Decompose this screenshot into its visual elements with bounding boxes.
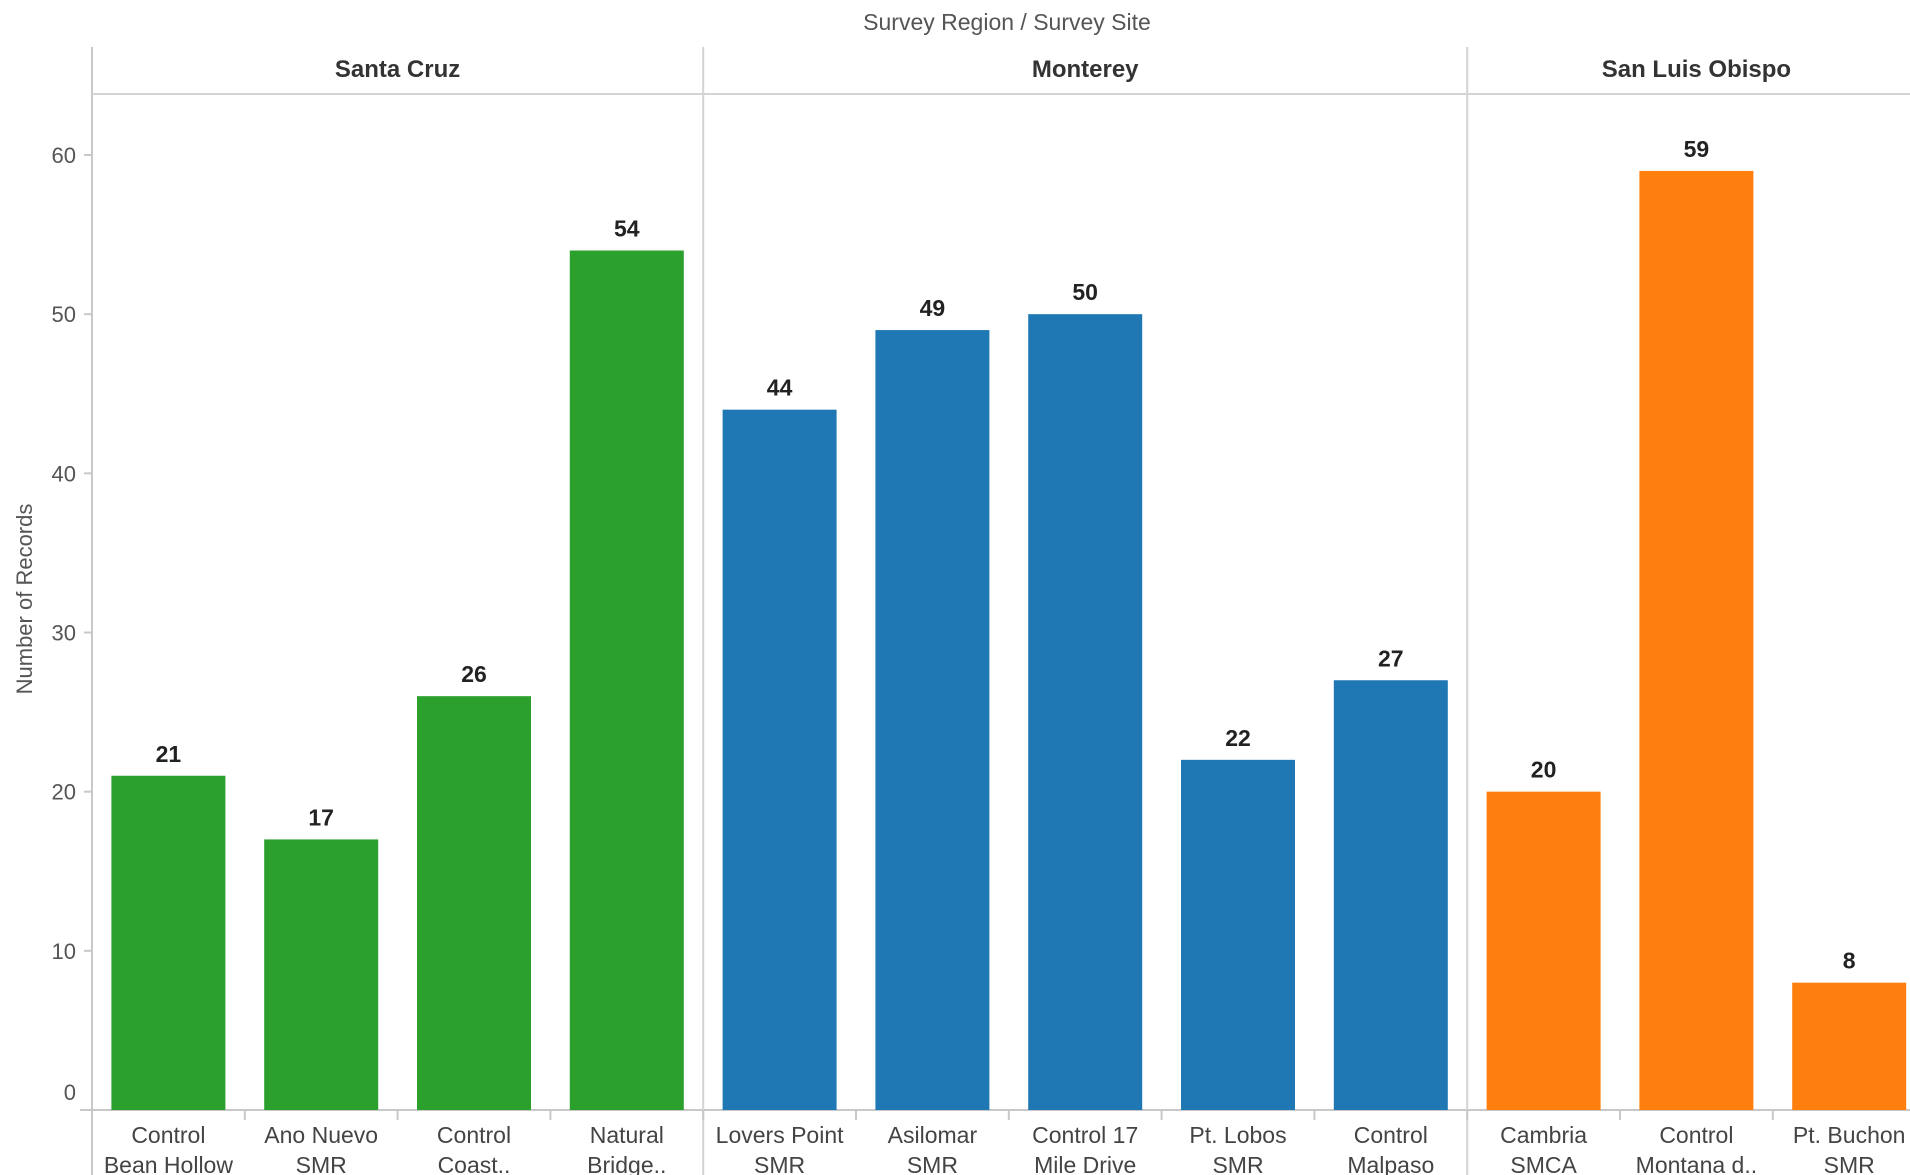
category-label: SMCA: [1510, 1152, 1577, 1175]
bar: [264, 839, 379, 1110]
category-label: Asilomar: [888, 1122, 978, 1148]
category-label: Cambria: [1500, 1122, 1587, 1148]
value-label: 54: [614, 216, 640, 242]
category-label: SMR: [907, 1152, 958, 1175]
category-label: SMR: [1824, 1152, 1875, 1175]
y-tick-label: 20: [52, 780, 76, 805]
chart-title: Survey Region / Survey Site: [863, 9, 1151, 35]
bar: [111, 775, 226, 1110]
group-header-label: Santa Cruz: [335, 56, 460, 83]
category-label: SMR: [754, 1152, 805, 1175]
y-tick-label: 0: [64, 1080, 76, 1105]
bar: [1792, 982, 1907, 1110]
category-label: Control 17: [1032, 1122, 1138, 1148]
category-label: Malpaso: [1347, 1152, 1434, 1175]
y-tick-label: 30: [52, 621, 76, 646]
value-label: 50: [1072, 279, 1098, 305]
value-label: 20: [1531, 757, 1557, 783]
category-label: Montana d..: [1636, 1152, 1757, 1175]
category-label: Control: [1354, 1122, 1428, 1148]
label-layer: 21 Control Bean Hollow 17 Ano Nuevo SMR 26 Cont…: [104, 136, 1906, 1175]
axis-layer: 0 10 20 30 40 50 60: [52, 47, 1910, 1175]
value-label: 17: [308, 804, 334, 830]
value-label: 59: [1684, 136, 1710, 162]
category-label: SMR: [296, 1152, 347, 1175]
bar: [1639, 170, 1754, 1110]
y-axis-label: Number of Records: [12, 504, 37, 695]
category-label: SMR: [1212, 1152, 1263, 1175]
y-tick-label: 60: [52, 143, 76, 168]
category-label: Lovers Point: [716, 1122, 844, 1148]
group-header-label: San Luis Obispo: [1602, 56, 1791, 83]
y-tick-label: 10: [52, 939, 76, 964]
category-label: Pt. Lobos: [1189, 1122, 1286, 1148]
category-label: Natural: [590, 1122, 664, 1148]
bar-layer: [111, 170, 1907, 1111]
bar: [1333, 680, 1448, 1110]
value-label: 21: [156, 741, 182, 767]
category-label: Pt. Buchon: [1793, 1122, 1906, 1148]
y-tick-label: 50: [52, 302, 76, 327]
value-label: 44: [767, 375, 793, 401]
category-label: Bean Hollow: [104, 1152, 234, 1175]
bar: [875, 330, 990, 1110]
category-label: Coast..: [438, 1152, 511, 1175]
bar: [1028, 314, 1143, 1111]
value-label: 8: [1843, 948, 1856, 974]
bar: [1181, 759, 1295, 1110]
group-header-layer: Santa Cruz Monterey San Luis Obispo: [335, 56, 1791, 83]
y-tick-label: 40: [52, 461, 76, 486]
category-label: Ano Nuevo: [264, 1122, 378, 1148]
category-label: Bridge..: [587, 1152, 666, 1175]
group-header-label: Monterey: [1032, 56, 1139, 83]
category-label: Mile Drive: [1034, 1152, 1136, 1175]
category-label: Control: [437, 1122, 511, 1148]
bar: [1486, 791, 1601, 1110]
bar: [417, 696, 531, 1110]
value-label: 49: [920, 295, 946, 321]
category-label: Control: [131, 1122, 205, 1148]
bar: [722, 409, 837, 1111]
value-label: 27: [1378, 645, 1404, 671]
value-label: 26: [461, 661, 487, 687]
bar: [569, 250, 684, 1110]
value-label: 22: [1225, 725, 1251, 751]
category-label: Control: [1659, 1122, 1733, 1148]
